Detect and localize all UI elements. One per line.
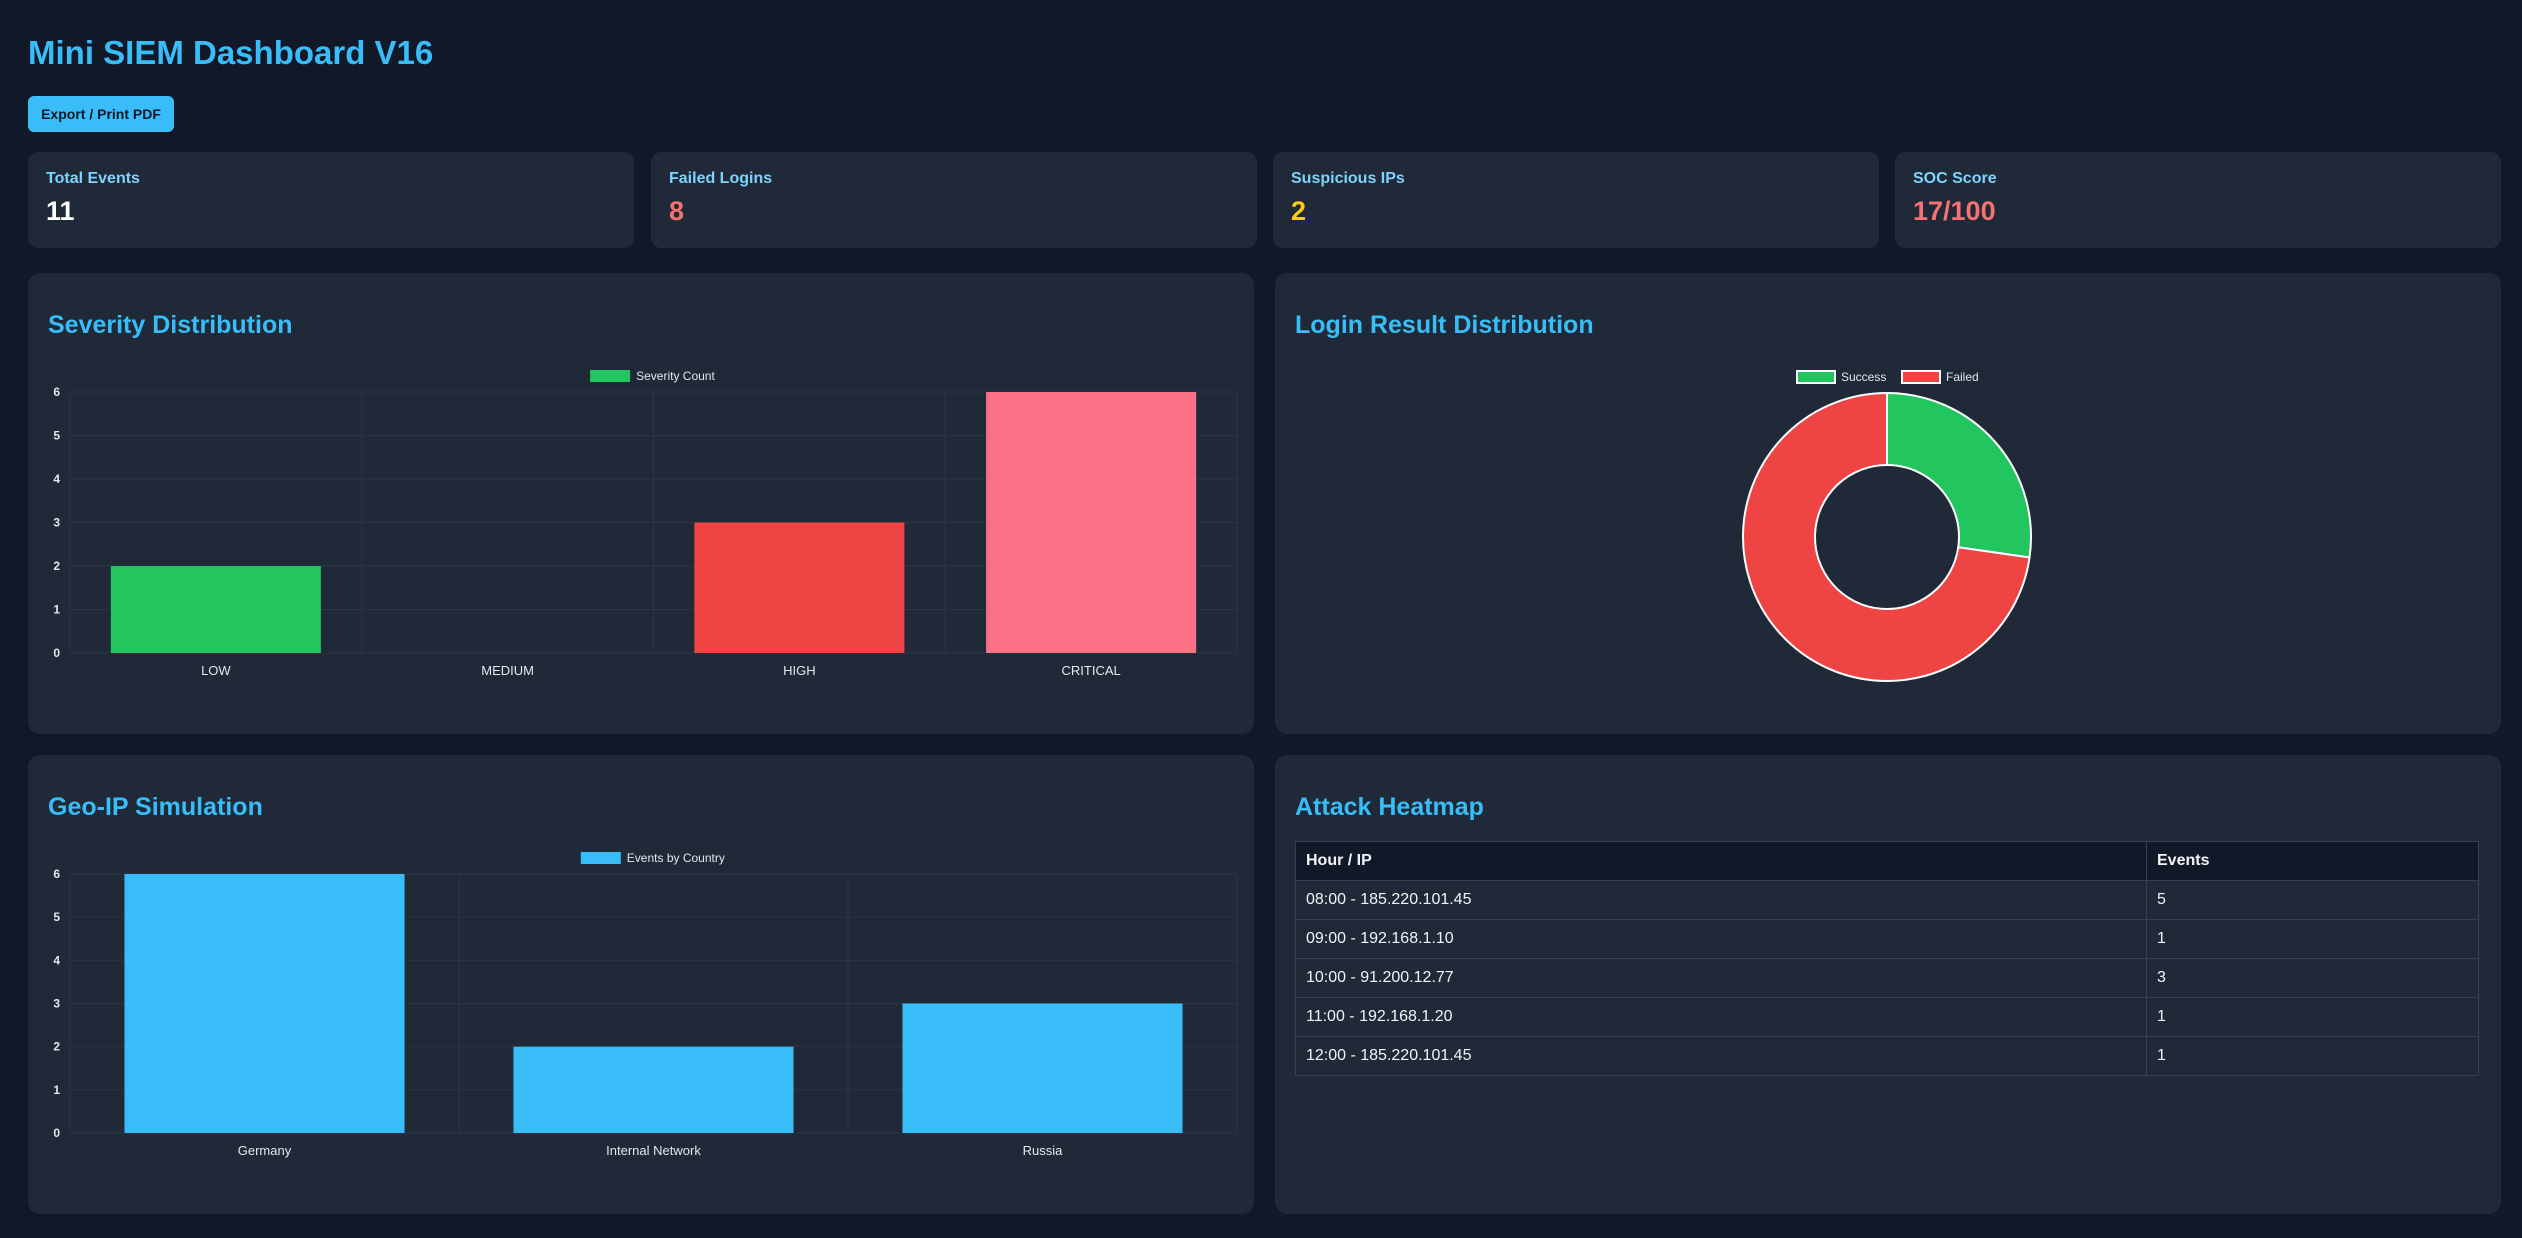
table-row: 12:00 - 185.220.101.45 1 xyxy=(1295,1036,2479,1076)
bar-high xyxy=(694,522,905,653)
x-tick-label: CRITICAL xyxy=(1062,663,1121,678)
kpi-value: 11 xyxy=(46,196,75,226)
kpi-value: 8 xyxy=(669,196,685,226)
legend-label: Failed xyxy=(1946,370,1979,384)
table-cell-hour-ip: 10:00 - 91.200.12.77 xyxy=(1295,958,2147,998)
panel-title: Attack Heatmap xyxy=(1295,793,1484,821)
x-tick-label: MEDIUM xyxy=(481,663,534,678)
table-header-row: Hour / IP Events xyxy=(1295,841,2479,881)
y-tick-label: 6 xyxy=(53,867,60,881)
legend-swatch xyxy=(1796,370,1836,384)
bar-low xyxy=(110,566,321,653)
y-tick-label: 5 xyxy=(53,429,60,443)
login-chart: Success Failed xyxy=(1742,370,2032,682)
y-tick-label: 4 xyxy=(53,472,60,486)
kpi-label: Total Events xyxy=(46,170,140,187)
table-cell-events: 1 xyxy=(2146,1036,2479,1076)
x-tick-label: HIGH xyxy=(783,663,816,678)
legend-label: Success xyxy=(1841,370,1886,384)
legend-swatch xyxy=(590,370,631,382)
x-tick-label: LOW xyxy=(201,663,231,678)
bar-germany xyxy=(124,874,405,1133)
bar-critical xyxy=(986,392,1197,653)
slice-success xyxy=(1886,391,2032,559)
heatmap-table: Hour / IP Events 08:00 - 185.220.101.45 … xyxy=(1295,841,2479,1076)
y-tick-label: 0 xyxy=(53,1126,60,1140)
bar-internal-network xyxy=(513,1046,794,1133)
login-panel: Login Result Distribution Success Failed xyxy=(1275,273,2501,734)
page-title: Mini SIEM Dashboard V16 xyxy=(28,34,434,71)
bar-russia xyxy=(902,1003,1183,1133)
table-cell-hour-ip: 12:00 - 185.220.101.45 xyxy=(1295,1036,2147,1076)
x-tick-label: Germany xyxy=(238,1143,292,1158)
heatmap-panel: Attack Heatmap Hour / IP Events 08:00 - … xyxy=(1275,755,2501,1214)
legend-label: Severity Count xyxy=(636,369,715,383)
y-tick-label: 1 xyxy=(53,603,60,617)
kpi-card-suspicious-ips: Suspicious IPs 2 xyxy=(1273,152,1879,248)
table-cell-hour-ip: 08:00 - 185.220.101.45 xyxy=(1295,880,2147,920)
legend-swatch xyxy=(1901,370,1941,384)
x-tick-label: Internal Network xyxy=(606,1143,701,1158)
kpi-label: Suspicious IPs xyxy=(1291,170,1405,187)
y-tick-label: 2 xyxy=(53,1040,60,1054)
kpi-card-total-events: Total Events 11 xyxy=(28,152,634,248)
geo-panel: Geo-IP Simulation 0 1 2 3 4 5 6 Events by Count… xyxy=(28,755,1254,1214)
kpi-value: 2 xyxy=(1291,196,1307,226)
kpi-card-failed-logins: Failed Logins 8 xyxy=(651,152,1257,248)
table-cell-events: 1 xyxy=(2146,997,2479,1037)
column-header-events: Events xyxy=(2146,841,2479,881)
y-tick-label: 6 xyxy=(53,385,60,399)
column-header-hour-ip: Hour / IP xyxy=(1295,841,2147,881)
table-row: 09:00 - 192.168.1.10 1 xyxy=(1295,919,2479,959)
table-row: 10:00 - 91.200.12.77 3 xyxy=(1295,958,2479,998)
table-cell-hour-ip: 09:00 - 192.168.1.10 xyxy=(1295,919,2147,959)
table-row: 11:00 - 192.168.1.20 1 xyxy=(1295,997,2479,1037)
table-cell-events: 5 xyxy=(2146,880,2479,920)
slice-failed xyxy=(1742,391,2031,682)
y-tick-label: 4 xyxy=(53,953,60,967)
y-tick-label: 3 xyxy=(53,516,60,530)
y-tick-label: 5 xyxy=(53,910,60,924)
kpi-label: SOC Score xyxy=(1913,170,1997,187)
severity-chart: 0 1 2 3 4 5 6 Severity Count LOW MEDIUM HIGH CRITIC… xyxy=(53,369,1238,678)
y-tick-label: 1 xyxy=(53,1083,60,1097)
table-row: 08:00 - 185.220.101.45 5 xyxy=(1295,880,2479,920)
kpi-value: 17/100 xyxy=(1913,196,1996,226)
kpi-card-soc-score: SOC Score 17/100 xyxy=(1895,152,2501,248)
panel-title: Login Result Distribution xyxy=(1295,311,1594,339)
severity-panel: Severity Distribution 0 1 2 3 4 5 6 Severity Co… xyxy=(28,273,1254,734)
legend-swatch xyxy=(580,852,621,864)
kpi-label: Failed Logins xyxy=(669,170,773,187)
geo-chart: 0 1 2 3 4 5 6 Events by Country Germany Internal … xyxy=(53,851,1238,1158)
panel-title: Severity Distribution xyxy=(48,311,293,339)
y-tick-label: 3 xyxy=(53,997,60,1011)
legend-label: Events by Country xyxy=(627,851,725,865)
table-cell-events: 1 xyxy=(2146,919,2479,959)
table-cell-hour-ip: 11:00 - 192.168.1.20 xyxy=(1295,997,2147,1037)
panel-title: Geo-IP Simulation xyxy=(48,793,263,821)
y-tick-label: 0 xyxy=(53,646,60,660)
x-tick-label: Russia xyxy=(1023,1143,1064,1158)
export-pdf-button[interactable]: Export / Print PDF xyxy=(28,96,174,132)
y-tick-label: 2 xyxy=(53,559,60,573)
table-cell-events: 3 xyxy=(2146,958,2479,998)
